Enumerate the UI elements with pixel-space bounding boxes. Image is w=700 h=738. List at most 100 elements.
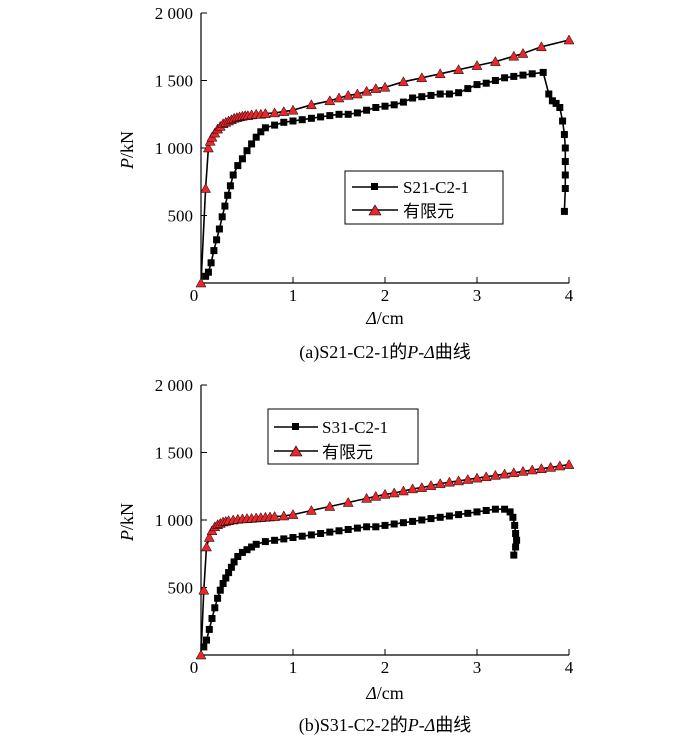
data-point-triangle (195, 277, 207, 288)
y-axis-unit: /kN (117, 503, 137, 530)
data-point-triangle (361, 492, 373, 503)
data-point-triangle (198, 584, 210, 595)
tick-labels: 0 1 2 3 4 500 1 000 1 500 2 000 (155, 4, 574, 305)
data-point-square (511, 521, 519, 529)
data-point-square (353, 109, 361, 117)
data-point-square (211, 604, 219, 612)
data-point-square (464, 509, 472, 517)
data-point-square (207, 259, 215, 267)
x-tick-label: 2 (381, 286, 390, 305)
data-point-square (213, 236, 221, 244)
data-point-square (298, 116, 306, 124)
data-point-square (409, 94, 417, 102)
data-point-square (473, 508, 481, 516)
data-point-square (427, 91, 435, 99)
data-point-triangle (278, 510, 290, 521)
data-point-square (539, 68, 547, 76)
data-point-square (216, 586, 224, 594)
data-point-square (261, 538, 269, 546)
data-point-square (561, 171, 569, 179)
data-point-square (218, 213, 226, 221)
data-point-triangle (397, 485, 409, 496)
data-point-triangle (489, 469, 501, 480)
y-axis-unit: /kN (117, 131, 137, 158)
data-point-square (234, 553, 242, 560)
data-point-square (222, 574, 230, 582)
data-point-triangle (416, 482, 428, 492)
data-point-square (227, 563, 235, 571)
data-point-square (326, 528, 334, 536)
data-point-triangle (351, 88, 363, 99)
legend-swatch-square (292, 423, 299, 430)
data-point-square (501, 505, 509, 513)
data-point-square (390, 101, 398, 109)
y-tick-label: 500 (168, 207, 194, 226)
data-point-square (202, 272, 210, 280)
data-point-triangle (508, 467, 520, 478)
data-point-triangle (370, 490, 382, 501)
data-point-square (210, 247, 218, 255)
data-point-triangle (388, 487, 400, 498)
data-point-triangle (526, 464, 538, 475)
data-point-triangle (434, 478, 446, 488)
data-point-square (510, 551, 518, 559)
data-point-square (363, 523, 371, 531)
data-point-square (482, 79, 490, 87)
data-point-triangle (434, 68, 446, 79)
data-point-triangle (201, 541, 212, 552)
data-point-square (455, 89, 463, 97)
x-tick-label: 3 (473, 658, 482, 677)
chart-panel-b: 0 1 2 3 4 500 1 000 1 500 2 000 P/kN Δ/cm S31-C2… (117, 376, 575, 736)
data-point-square (381, 102, 389, 110)
data-point-triangle (379, 488, 391, 499)
data-point-triangle (453, 475, 465, 486)
data-point-triangle (499, 468, 511, 479)
data-point-triangle (379, 81, 391, 92)
legend-swatch-square (371, 183, 378, 190)
data-point-triangle (342, 496, 354, 507)
data-point-triangle (324, 95, 336, 106)
data-point-square (205, 625, 213, 633)
data-point-square (473, 81, 481, 89)
data-point-square (298, 532, 306, 540)
data-point-square (261, 124, 269, 132)
data-point-square (381, 521, 389, 529)
data-point-triangle (535, 463, 547, 473)
legend: S21-C2-1 有限元 (344, 170, 504, 225)
legend-label: S31-C2-1 (322, 418, 388, 437)
data-point-square (335, 527, 343, 535)
data-point-triangle (333, 92, 345, 103)
data-point-square (214, 594, 222, 602)
data-point-square (445, 90, 453, 98)
caption-delta: Δ (424, 715, 436, 735)
data-point-square (243, 147, 251, 155)
data-point-square (409, 517, 417, 525)
data-point-square (353, 524, 361, 532)
caption-prefix: (b)S31-C2-2的 (299, 715, 408, 736)
data-point-square (561, 144, 569, 152)
data-point-square (204, 268, 212, 276)
data-point-square (208, 615, 216, 622)
x-axis-title: Δ/cm (365, 683, 404, 703)
legend-swatch-triangle (368, 204, 382, 216)
data-point-triangle (278, 106, 290, 116)
data-point-triangle (425, 480, 437, 490)
x-axis-var: Δ (365, 308, 377, 328)
data-point-square (215, 225, 223, 233)
data-point-square (372, 523, 380, 531)
data-point-triangle (259, 108, 271, 118)
data-point-square (224, 191, 232, 199)
data-point-triangle (203, 531, 215, 542)
data-point-square (238, 155, 246, 163)
data-point-triangle (554, 460, 566, 471)
data-point-square (491, 77, 499, 84)
data-point-square (545, 90, 553, 98)
data-point-square (280, 118, 288, 126)
data-point-triangle (202, 142, 214, 153)
data-point-triangle (517, 47, 529, 58)
data-point-triangle (453, 64, 465, 74)
caption-p: P (407, 715, 419, 735)
y-axis-var: P (117, 530, 137, 542)
data-point-square (307, 531, 315, 539)
